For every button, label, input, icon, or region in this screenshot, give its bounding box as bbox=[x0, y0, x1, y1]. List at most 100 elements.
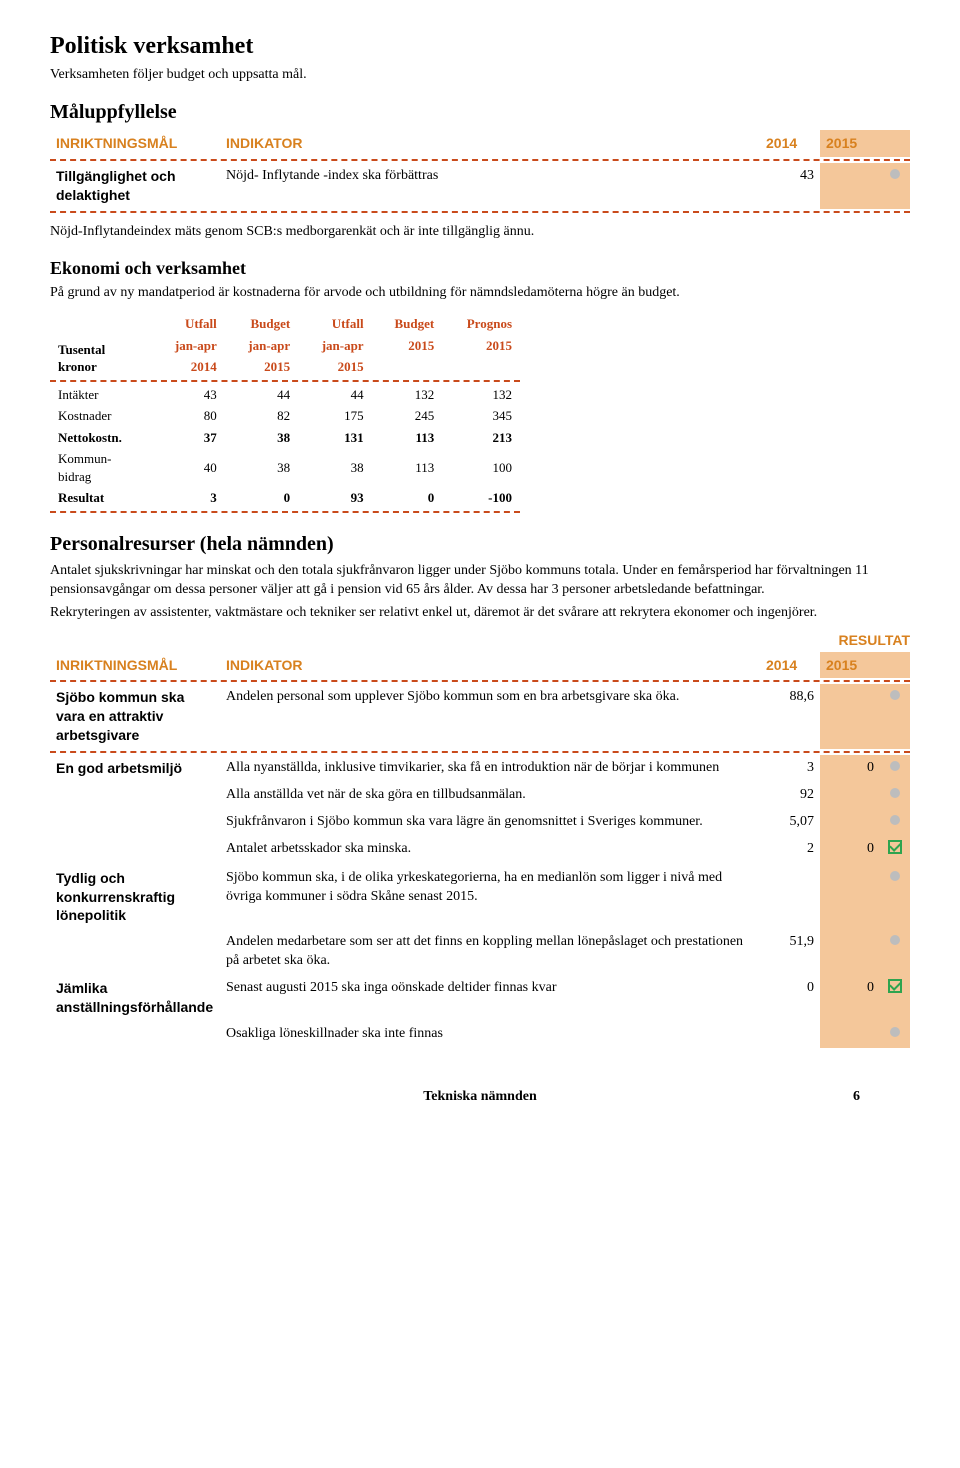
mal-cell bbox=[50, 1021, 220, 1048]
table-row: En god arbetsmiljöAlla nyanställda, inkl… bbox=[50, 755, 910, 782]
table-row: Antalet arbetsskador ska minska.20 bbox=[50, 836, 910, 865]
footer-title: Tekniska nämnden bbox=[423, 1089, 536, 1104]
fin-value: 132 bbox=[442, 384, 520, 406]
table-row: Sjöbo kommun ska vara en attraktiv arbet… bbox=[50, 684, 910, 749]
fin-value: 0 bbox=[225, 487, 298, 509]
v2014: 88,6 bbox=[760, 684, 820, 749]
dot-icon bbox=[890, 815, 900, 825]
fh4a: Budget bbox=[372, 313, 443, 335]
col-2014: 2014 bbox=[760, 130, 820, 157]
v2015 bbox=[820, 809, 880, 836]
v2015 bbox=[820, 684, 880, 749]
fin-rowhead-1: Tusental bbox=[58, 342, 105, 357]
fin-value: 44 bbox=[225, 384, 298, 406]
table-row: Osakliga löneskillnader ska inte finnas bbox=[50, 1021, 910, 1048]
mal-cell bbox=[50, 929, 220, 975]
fin-value: 44 bbox=[298, 384, 371, 406]
v2014 bbox=[760, 865, 820, 930]
indikator-cell: Nöjd- Inflytande -index ska förbättras bbox=[220, 163, 760, 209]
dot-icon bbox=[890, 690, 900, 700]
v2015 bbox=[820, 865, 880, 930]
fin-rowhead-2: kronor bbox=[58, 359, 97, 374]
indikator-cell: Antalet arbetsskador ska minska. bbox=[220, 836, 760, 865]
v2015: 0 bbox=[820, 836, 880, 865]
mark-cell bbox=[880, 782, 910, 809]
fin-label: Kommun-bidrag bbox=[50, 448, 151, 487]
indikator-cell: Alla anställda vet när de ska göra en ti… bbox=[220, 782, 760, 809]
table-row: Nettokostn.3738131113213 bbox=[50, 427, 520, 449]
mark-cell bbox=[880, 684, 910, 749]
v2014: 3 bbox=[760, 755, 820, 782]
indicator-table-2: INRIKTNINGSMÅL INDIKATOR 2014 2015 Sjöbo… bbox=[50, 652, 910, 1048]
divider bbox=[50, 380, 520, 382]
divider bbox=[50, 680, 910, 682]
divider bbox=[50, 211, 910, 213]
check-icon bbox=[888, 979, 902, 993]
fin-value: 213 bbox=[442, 427, 520, 449]
table-row: Alla anställda vet när de ska göra en ti… bbox=[50, 782, 910, 809]
mal-cell bbox=[50, 809, 220, 836]
mal-cell bbox=[50, 782, 220, 809]
v2014: 92 bbox=[760, 782, 820, 809]
fin-value: 40 bbox=[151, 448, 224, 487]
fin-value: 3 bbox=[151, 487, 224, 509]
fh5b: 2015 bbox=[442, 335, 520, 357]
dot-icon bbox=[890, 788, 900, 798]
fin-label: Nettokostn. bbox=[50, 427, 151, 449]
indikator-cell: Alla nyanställda, inklusive timvikarier,… bbox=[220, 755, 760, 782]
ekonomi-text: På grund av ny mandatperiod är kostnader… bbox=[50, 284, 910, 303]
fin-value: 38 bbox=[298, 448, 371, 487]
col-2015: 2015 bbox=[820, 652, 880, 679]
col-mark bbox=[880, 130, 910, 157]
col-mark bbox=[880, 652, 910, 679]
indikator-cell: Osakliga löneskillnader ska inte finnas bbox=[220, 1021, 760, 1048]
fin-value: 82 bbox=[225, 405, 298, 427]
fin-value: 43 bbox=[151, 384, 224, 406]
resultat-label: RESULTAT bbox=[838, 632, 910, 648]
fh2b: jan-apr bbox=[225, 335, 298, 357]
mark-cell bbox=[880, 1021, 910, 1048]
v2014: 2 bbox=[760, 836, 820, 865]
table-row: Tydlig och konkurrenskraftig lönepolitik… bbox=[50, 865, 910, 930]
fin-value: 131 bbox=[298, 427, 371, 449]
fin-label: Intäkter bbox=[50, 384, 151, 406]
mark-cell bbox=[880, 809, 910, 836]
maluppfyllelse-heading: Måluppfyllelse bbox=[50, 99, 910, 126]
table-row: Sjukfrånvaron i Sjöbo kommun ska vara lä… bbox=[50, 809, 910, 836]
indicator-table-1: INRIKTNINGSMÅL INDIKATOR 2014 2015 Tillg… bbox=[50, 130, 910, 215]
divider bbox=[50, 511, 520, 513]
indikator-cell: Andelen medarbetare som ser att det finn… bbox=[220, 929, 760, 975]
fin-value: 80 bbox=[151, 405, 224, 427]
fin-value: 37 bbox=[151, 427, 224, 449]
ind1-note: Nöjd-Inflytandeindex mäts genom SCB:s me… bbox=[50, 223, 910, 242]
fh4b: 2015 bbox=[372, 335, 443, 357]
v2015: 0 bbox=[820, 755, 880, 782]
fh1a: Utfall bbox=[151, 313, 224, 335]
mal-cell bbox=[50, 836, 220, 865]
mark-cell bbox=[880, 836, 910, 865]
table-row: Intäkter434444132132 bbox=[50, 384, 520, 406]
fh2c: 2015 bbox=[225, 356, 298, 378]
dot-icon bbox=[890, 761, 900, 771]
fin-value: 38 bbox=[225, 448, 298, 487]
v2014: 51,9 bbox=[760, 929, 820, 975]
v2015 bbox=[820, 163, 880, 209]
page-number: 6 bbox=[853, 1088, 860, 1107]
fin-value: 0 bbox=[372, 487, 443, 509]
fh1c: 2014 bbox=[151, 356, 224, 378]
col-2014: 2014 bbox=[760, 652, 820, 679]
mark-cell bbox=[880, 865, 910, 930]
table-row: Tillgänglighet och delaktighet Nöjd- Inf… bbox=[50, 163, 910, 209]
fin-value: 132 bbox=[372, 384, 443, 406]
dot-icon bbox=[890, 871, 900, 881]
fin-label: Kostnader bbox=[50, 405, 151, 427]
mal-cell: Tillgänglighet och delaktighet bbox=[50, 163, 220, 209]
personal-p1: Antalet sjukskrivningar har minskat och … bbox=[50, 562, 910, 600]
fin-label: Resultat bbox=[50, 487, 151, 509]
indikator-cell: Senast augusti 2015 ska inga oönskade de… bbox=[220, 975, 760, 1021]
v2015 bbox=[820, 1021, 880, 1048]
table-row: Jämlika anställningsförhållandeSenast au… bbox=[50, 975, 910, 1021]
indikator-cell: Andelen personal som upplever Sjöbo komm… bbox=[220, 684, 760, 749]
fh3c: 2015 bbox=[298, 356, 371, 378]
v2015: 0 bbox=[820, 975, 880, 1021]
